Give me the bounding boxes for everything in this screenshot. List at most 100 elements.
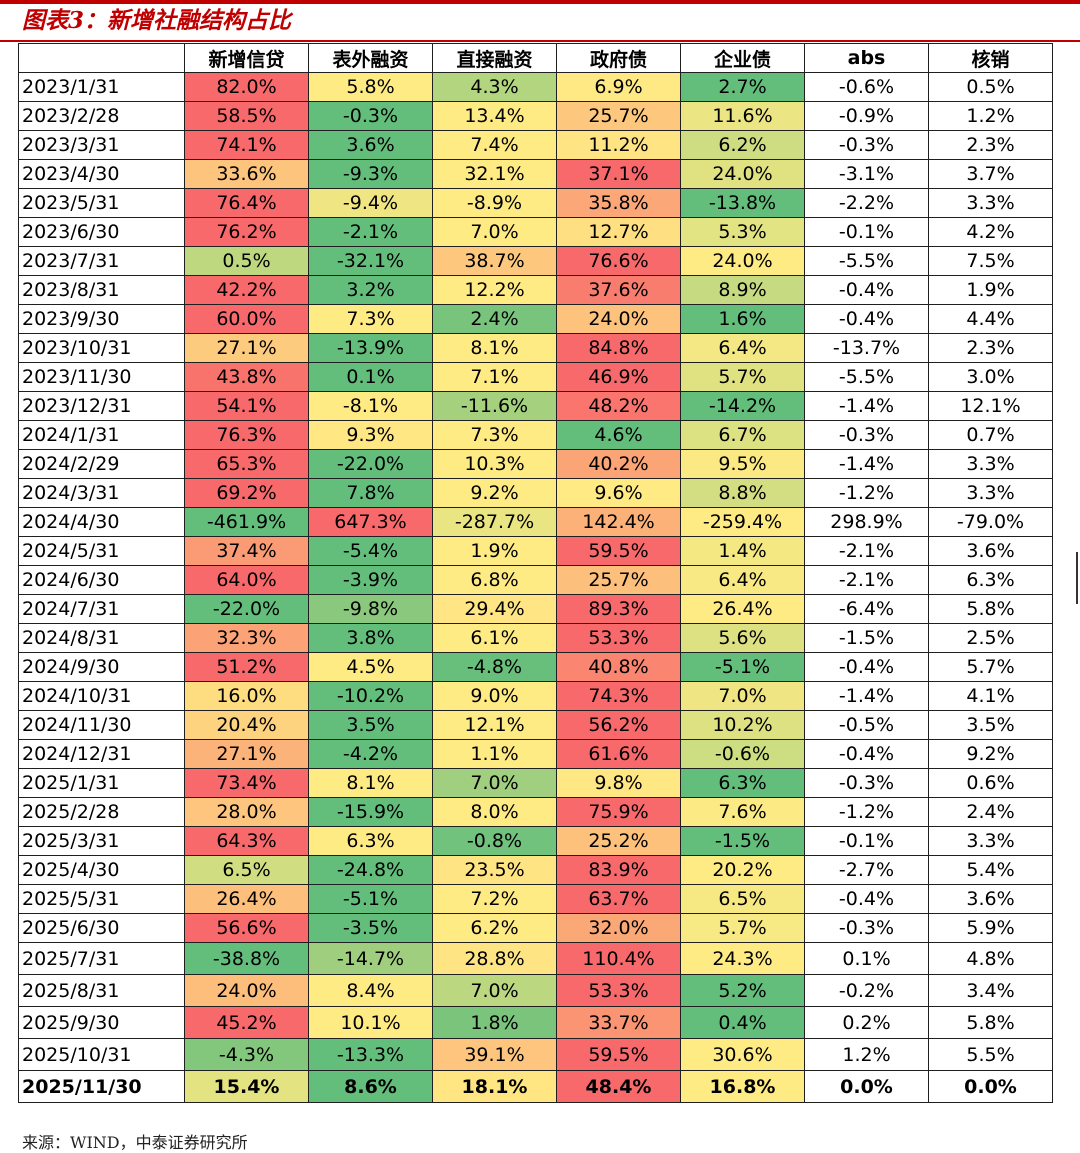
cell-direct-financing: -0.8% [432,826,557,856]
cell-write-offs: 0.0% [928,1070,1053,1103]
cell-date: 2023/5/31 [18,188,185,218]
cell-corporate-bonds: 7.0% [680,681,805,711]
cell-government-bonds: 46.9% [556,362,681,392]
cell-direct-financing: 7.4% [432,130,557,160]
cell-government-bonds: 59.5% [556,1038,681,1071]
cell-off-balance-financing: 3.2% [308,275,433,305]
cell-new-loans: 76.4% [184,188,309,218]
table-row: 2025/3/31 64.3% 6.3% -0.8% 25.2% -1.5% -0.1% 3.… [18,826,1053,856]
cell-write-offs: 3.6% [928,536,1053,566]
cell-direct-financing: 1.1% [432,739,557,769]
cell-government-bonds: 25.7% [556,565,681,595]
cell-write-offs: 3.0% [928,362,1053,392]
cell-corporate-bonds: 8.9% [680,275,805,305]
cell-new-loans: 43.8% [184,362,309,392]
cell-write-offs: 7.5% [928,246,1053,276]
cell-corporate-bonds: -0.6% [680,739,805,769]
cell-new-loans: 64.0% [184,565,309,595]
cell-abs: -13.7% [804,333,929,363]
table-row: 2025/8/31 24.0% 8.4% 7.0% 53.3% 5.2% -0.2% 3.4% [18,974,1053,1007]
cell-direct-financing: 8.1% [432,333,557,363]
table-row: 2023/9/30 60.0% 7.3% 2.4% 24.0% 1.6% -0.4% 4.4% [18,304,1053,334]
cell-new-loans: 24.0% [184,974,309,1007]
cell-write-offs: 12.1% [928,391,1053,421]
cell-direct-financing: 7.0% [432,974,557,1007]
cell-corporate-bonds: 6.7% [680,420,805,450]
cell-off-balance-financing: -9.4% [308,188,433,218]
cell-new-loans: 33.6% [184,159,309,189]
cell-corporate-bonds: 24.0% [680,246,805,276]
cell-new-loans: 26.4% [184,884,309,914]
cell-off-balance-financing: -0.3% [308,101,433,131]
cell-abs: -2.7% [804,855,929,885]
cell-write-offs: 5.4% [928,855,1053,885]
table-row: 2025/6/30 56.6% -3.5% 6.2% 32.0% 5.7% -0.3% 5.9… [18,913,1053,943]
cell-new-loans: 54.1% [184,391,309,421]
cell-date: 2024/7/31 [18,594,185,624]
cell-write-offs: 5.8% [928,1006,1053,1039]
table-row: 2025/7/31 -38.8% -14.7% 28.8% 110.4% 24.3% 0.1… [18,942,1053,975]
cell-abs: -5.5% [804,246,929,276]
cell-government-bonds: 48.2% [556,391,681,421]
cell-date: 2024/9/30 [18,652,185,682]
cell-off-balance-financing: -5.1% [308,884,433,914]
cell-direct-financing: -8.9% [432,188,557,218]
cell-direct-financing: 7.2% [432,884,557,914]
cell-government-bonds: 33.7% [556,1006,681,1039]
cell-direct-financing: 12.1% [432,710,557,740]
cell-new-loans: 74.1% [184,130,309,160]
cell-government-bonds: 83.9% [556,855,681,885]
header-write-offs: 核销 [928,43,1053,73]
cell-direct-financing: 39.1% [432,1038,557,1071]
cell-direct-financing: 7.0% [432,217,557,247]
cell-government-bonds: 48.4% [556,1070,681,1103]
data-table: 新增信贷 表外融资 直接融资 政府债 企业债 abs 核销 2023/1/31 8… [18,43,1053,1103]
cell-government-bonds: 9.8% [556,768,681,798]
cell-off-balance-financing: 10.1% [308,1006,433,1039]
cell-new-loans: 20.4% [184,710,309,740]
cell-abs: -0.1% [804,826,929,856]
cell-corporate-bonds: 24.3% [680,942,805,975]
table-row: 2025/10/31 -4.3% -13.3% 39.1% 59.5% 30.6% 1.2%… [18,1038,1053,1071]
cell-direct-financing: -4.8% [432,652,557,682]
cell-date: 2025/5/31 [18,884,185,914]
cell-government-bonds: 40.8% [556,652,681,682]
cell-off-balance-financing: -2.1% [308,217,433,247]
cell-date: 2023/2/28 [18,101,185,131]
edge-mark [1076,552,1078,604]
cell-direct-financing: -11.6% [432,391,557,421]
cell-new-loans: 51.2% [184,652,309,682]
cell-new-loans: 16.0% [184,681,309,711]
cell-write-offs: 4.8% [928,942,1053,975]
cell-off-balance-financing: 8.4% [308,974,433,1007]
cell-abs: -0.5% [804,710,929,740]
cell-government-bonds: 110.4% [556,942,681,975]
cell-off-balance-financing: -24.8% [308,855,433,885]
cell-direct-financing: 12.2% [432,275,557,305]
cell-government-bonds: 35.8% [556,188,681,218]
cell-off-balance-financing: 9.3% [308,420,433,450]
cell-write-offs: 3.3% [928,478,1053,508]
cell-new-loans: 0.5% [184,246,309,276]
cell-government-bonds: 142.4% [556,507,681,537]
title-top-rule [0,0,1080,4]
cell-off-balance-financing: 8.6% [308,1070,433,1103]
cell-off-balance-financing: -9.3% [308,159,433,189]
table-row: 2025/1/31 73.4% 8.1% 7.0% 9.8% 6.3% -0.3% 0.6% [18,768,1053,798]
cell-new-loans: 37.4% [184,536,309,566]
cell-date: 2024/10/31 [18,681,185,711]
cell-date: 2025/3/31 [18,826,185,856]
cell-corporate-bonds: 6.2% [680,130,805,160]
table-row: 2023/7/31 0.5% -32.1% 38.7% 76.6% 24.0% -5.5% 7… [18,246,1053,276]
cell-date: 2024/5/31 [18,536,185,566]
cell-corporate-bonds: 20.2% [680,855,805,885]
cell-off-balance-financing: -8.1% [308,391,433,421]
cell-off-balance-financing: 3.8% [308,623,433,653]
cell-government-bonds: 59.5% [556,536,681,566]
cell-date: 2024/11/30 [18,710,185,740]
cell-write-offs: 4.1% [928,681,1053,711]
cell-off-balance-financing: -10.2% [308,681,433,711]
cell-abs: -2.2% [804,188,929,218]
cell-write-offs: 5.8% [928,594,1053,624]
cell-abs: -0.3% [804,130,929,160]
